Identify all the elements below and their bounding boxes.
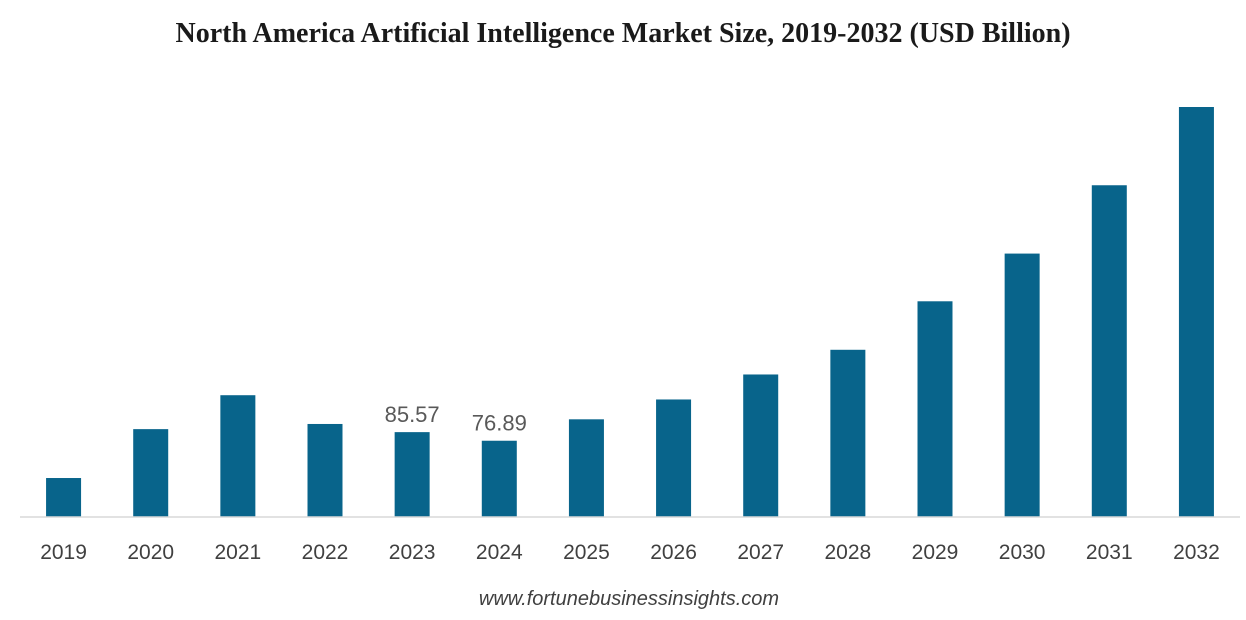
bar-2024 bbox=[481, 440, 517, 517]
x-tick-label-2020: 2020 bbox=[127, 541, 174, 564]
bars-group bbox=[46, 107, 1214, 517]
x-tick-label-2028: 2028 bbox=[825, 541, 872, 564]
x-tick-label-2030: 2030 bbox=[999, 541, 1046, 564]
x-tick-label-2025: 2025 bbox=[563, 541, 610, 564]
x-tick-labels: 2019 2020 2021 2022 2023 2024 2025 2026 2027 2028… bbox=[40, 541, 1220, 564]
bar-2031 bbox=[1091, 185, 1127, 517]
bar-2021 bbox=[220, 395, 256, 517]
data-label-2024: 76.89 bbox=[472, 411, 527, 436]
bar-2020 bbox=[133, 429, 169, 517]
chart-title: North America Artificial Intelligence Ma… bbox=[175, 18, 1071, 49]
x-tick-label-2031: 2031 bbox=[1086, 541, 1133, 564]
bar-2028 bbox=[830, 349, 866, 517]
x-tick-label-2024: 2024 bbox=[476, 541, 523, 564]
data-labels: 85.57 76.89 bbox=[385, 402, 527, 436]
bar-2025 bbox=[568, 419, 604, 517]
bar-2030 bbox=[1004, 253, 1040, 517]
data-label-2023: 85.57 bbox=[385, 402, 440, 427]
source-url: www.fortunebusinessinsights.com bbox=[478, 588, 780, 610]
x-tick-label-2019: 2019 bbox=[40, 541, 87, 564]
bar-2026 bbox=[656, 399, 692, 517]
x-tick-label-2027: 2027 bbox=[737, 541, 784, 564]
x-tick-label-2021: 2021 bbox=[215, 541, 262, 564]
bar-2019 bbox=[46, 478, 82, 517]
bar-2027 bbox=[743, 374, 779, 517]
bar-2029 bbox=[917, 301, 953, 517]
bar-2032 bbox=[1178, 107, 1214, 517]
x-tick-label-2023: 2023 bbox=[389, 541, 436, 564]
x-tick-label-2026: 2026 bbox=[650, 541, 697, 564]
bar-2023 bbox=[394, 432, 430, 517]
x-tick-label-2022: 2022 bbox=[302, 541, 349, 564]
x-tick-label-2032: 2032 bbox=[1173, 541, 1220, 564]
bar-2022 bbox=[307, 423, 343, 517]
x-tick-label-2029: 2029 bbox=[912, 541, 959, 564]
